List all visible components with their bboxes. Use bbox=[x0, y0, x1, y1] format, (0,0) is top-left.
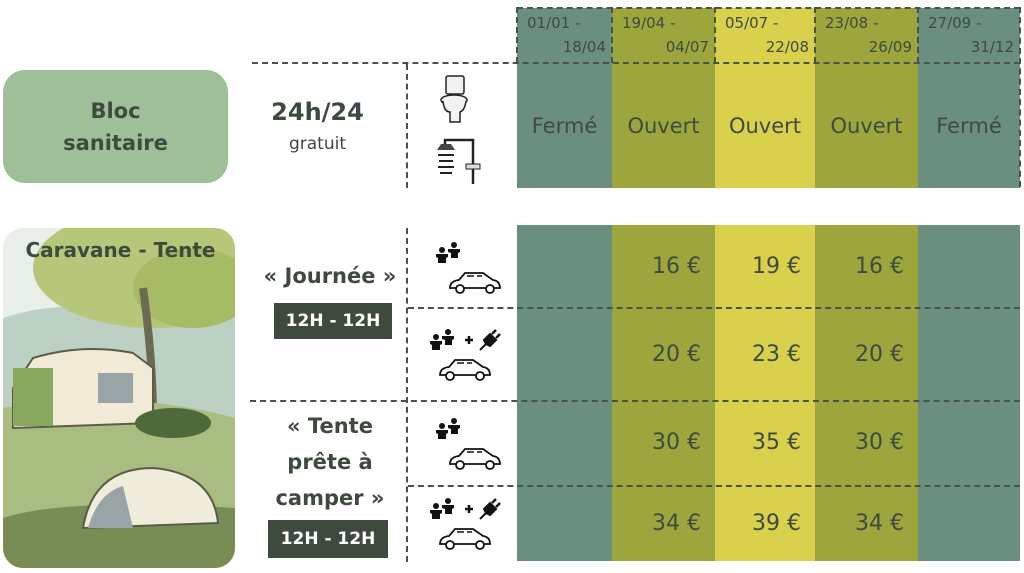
people-icon bbox=[430, 498, 454, 519]
period-end: 04/07 bbox=[665, 38, 709, 56]
price-col-bg bbox=[517, 225, 612, 561]
divider bbox=[406, 228, 408, 562]
caravan-tent-illustration bbox=[3, 228, 235, 568]
period-start: 19/04 - bbox=[622, 14, 676, 32]
period-start: 05/07 - bbox=[725, 14, 779, 32]
divider bbox=[714, 7, 716, 63]
price-cell: 20 € bbox=[855, 341, 904, 367]
price-cell: 23 € bbox=[752, 341, 801, 367]
status-cell: Fermé bbox=[517, 63, 612, 188]
period-end: 18/04 bbox=[562, 38, 606, 56]
period-start: 27/09 - bbox=[928, 14, 982, 32]
people-icon bbox=[436, 241, 460, 263]
divider bbox=[406, 64, 408, 188]
row-icons bbox=[420, 318, 510, 396]
journee-hours: 12H - 12H bbox=[274, 303, 392, 339]
price-cell bbox=[517, 400, 612, 485]
divider bbox=[517, 7, 1020, 9]
price-cell: 34 € bbox=[855, 510, 904, 536]
divider bbox=[1019, 7, 1021, 187]
car-icon bbox=[439, 528, 491, 550]
period-end: 22/08 bbox=[765, 38, 809, 56]
period-end: 26/09 bbox=[868, 38, 912, 56]
sanitary-hours: 24h/24 bbox=[271, 98, 364, 126]
period-2: 05/07 - 22/08 bbox=[715, 8, 815, 63]
period-4: 27/09 - 31/12 bbox=[918, 8, 1020, 63]
row-icons bbox=[420, 410, 510, 481]
divider bbox=[516, 7, 518, 63]
divider bbox=[917, 7, 919, 63]
divider bbox=[408, 307, 1020, 309]
price-cell bbox=[517, 308, 612, 400]
price-col-bg bbox=[918, 225, 1020, 561]
tente-label-line: camper » bbox=[275, 486, 385, 510]
sanitary-title: Bloc bbox=[90, 98, 141, 123]
sanitary-title: sanitaire bbox=[63, 130, 168, 155]
price-cell bbox=[918, 400, 1020, 485]
people-icon bbox=[430, 329, 454, 350]
price-cell: 34 € bbox=[652, 510, 701, 536]
status-cell: Ouvert bbox=[715, 63, 815, 188]
price-col-bg bbox=[715, 225, 815, 561]
period-3: 23/08 - 26/09 bbox=[815, 8, 918, 63]
price-cell: 16 € bbox=[652, 254, 701, 279]
plus-icon bbox=[465, 505, 473, 513]
price-cell: 16 € bbox=[855, 254, 904, 279]
price-cell: 30 € bbox=[652, 430, 701, 455]
car-icon bbox=[449, 447, 501, 470]
price-cell bbox=[517, 225, 612, 308]
row-icons bbox=[420, 235, 510, 304]
price-cell: 19 € bbox=[752, 254, 801, 279]
divider bbox=[250, 400, 1020, 402]
price-cell bbox=[918, 485, 1020, 561]
car-icon bbox=[449, 271, 501, 294]
electric-plug-icon bbox=[479, 498, 501, 520]
status-cell: Ouvert bbox=[612, 63, 715, 188]
sanitary-price: gratuit bbox=[288, 134, 347, 154]
price-cell: 39 € bbox=[752, 510, 801, 536]
price-cell: 20 € bbox=[652, 341, 701, 367]
status-cell: Ouvert bbox=[815, 63, 918, 188]
people-icon bbox=[436, 417, 460, 439]
period-1: 19/04 - 04/07 bbox=[612, 8, 715, 63]
divider bbox=[252, 62, 1020, 64]
price-cell: 35 € bbox=[752, 430, 801, 455]
price-cell: 30 € bbox=[855, 430, 904, 455]
tente-hours: 12H - 12H bbox=[268, 520, 388, 558]
car-icon bbox=[439, 359, 491, 381]
period-end: 31/12 bbox=[970, 38, 1014, 56]
price-cell bbox=[517, 485, 612, 561]
period-start: 23/08 - bbox=[825, 14, 879, 32]
period-0: 01/01 - 18/04 bbox=[517, 8, 612, 63]
divider bbox=[611, 7, 613, 63]
price-col-bg bbox=[815, 225, 918, 561]
journee-label: « Journée » bbox=[263, 264, 397, 288]
status-cell: Fermé bbox=[918, 63, 1020, 188]
period-start: 01/01 - bbox=[527, 14, 581, 32]
camping-title: Caravane - Tente bbox=[25, 238, 216, 262]
divider bbox=[814, 7, 816, 63]
price-cell bbox=[918, 308, 1020, 400]
shower-icon bbox=[437, 138, 481, 184]
row-icons bbox=[420, 495, 510, 557]
tente-label-line: prête à bbox=[287, 450, 373, 474]
price-cell bbox=[918, 225, 1020, 308]
sanitary-title-box: Bloc sanitaire bbox=[3, 70, 228, 183]
tente-label: « Tente prête à camper » bbox=[252, 408, 408, 516]
electric-plug-icon bbox=[479, 329, 501, 351]
plus-icon bbox=[465, 336, 473, 344]
tente-label-line: « Tente bbox=[287, 414, 373, 438]
price-col-bg bbox=[612, 225, 715, 561]
toilet-icon bbox=[440, 75, 468, 123]
divider bbox=[408, 485, 1020, 487]
